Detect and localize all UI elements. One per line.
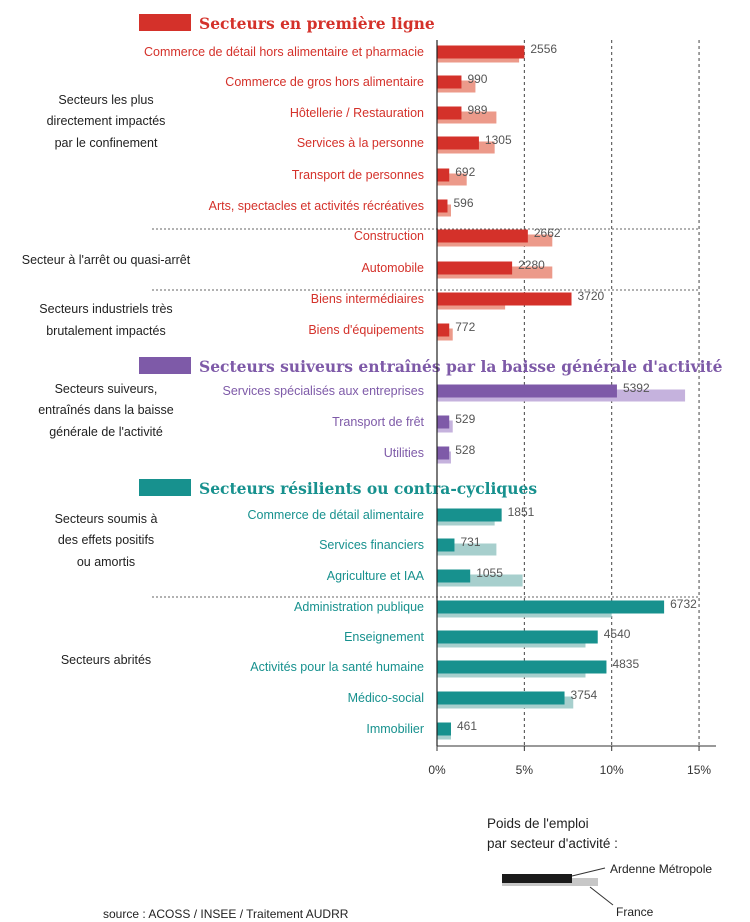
section-title: Secteurs en première ligne [199,14,435,33]
category-label: Services spécialisés aux entreprises [223,384,424,398]
group-label: brutalement impactés [46,324,166,338]
legend-swatch-ardenne [502,874,572,883]
bar-ardenne [437,136,479,150]
group-label: Secteur à l'arrêt ou quasi-arrêt [22,253,191,267]
category-label: Arts, spectacles et activités récréative… [209,199,424,213]
bar-ardenne [437,384,617,398]
bar-ardenne [437,569,471,583]
legend-item-ardenne: Ardenne Métropole [610,862,712,876]
group-label: Secteurs soumis à [55,512,158,526]
source-note: source : ACOSS / INSEE / Traitement AUDR… [103,907,349,921]
value-label: 990 [467,72,487,86]
category-label: Construction [354,229,424,243]
value-label: 3754 [571,688,598,702]
category-label: Services financiers [319,538,424,552]
group-label: des effets positifs [58,533,154,547]
category-label: Enseignement [344,630,424,644]
value-label: 461 [457,719,477,733]
category-label: Services à la personne [297,136,424,150]
value-label: 528 [455,443,475,457]
x-tick-label: 0% [428,763,446,777]
section-color-swatch [139,14,191,31]
x-tick-label: 5% [516,763,534,777]
value-label: 731 [460,535,480,549]
bar-ardenne [437,415,450,429]
bar-ardenne [437,45,525,59]
value-label: 692 [455,165,475,179]
category-label: Commerce de détail alimentaire [248,508,425,522]
section-title: Secteurs suiveurs entraînés par la baiss… [199,357,723,376]
bar-ardenne [437,168,450,182]
section-color-swatch [139,357,191,374]
category-label: Transport de personnes [292,168,424,182]
category-label: Administration publique [294,600,424,614]
group-label: ou amortis [77,555,135,569]
category-label: Automobile [361,261,424,275]
category-label: Immobilier [366,722,424,736]
bar-ardenne [437,600,665,614]
bar-ardenne [437,446,450,460]
value-label: 4540 [604,627,631,641]
category-label: Biens d'équipements [308,323,424,337]
group-label: Secteurs les plus [58,93,153,107]
legend-leader [589,886,614,906]
category-label: Transport de frêt [332,415,424,429]
category-label: Agriculture et IAA [327,569,425,583]
x-tick-label: 10% [600,763,624,777]
x-tick-label: 15% [687,763,711,777]
bar-ardenne [437,199,448,213]
value-label: 1305 [485,133,512,147]
legend-title-line: Poids de l'emploi [487,816,589,831]
bar-ardenne [437,660,607,674]
value-label: 3720 [578,289,605,303]
value-label: 989 [467,103,487,117]
bar-ardenne [437,75,462,89]
bar-ardenne [437,538,455,552]
category-label: Médico-social [348,691,424,705]
group-label: Secteurs suiveurs, [55,382,158,396]
legend-leader [571,867,606,877]
legend-title-line: par secteur d'activité : [487,836,618,851]
value-label: 2280 [518,258,545,272]
bar-ardenne [437,229,528,243]
bar-ardenne [437,508,502,522]
value-label: 4835 [612,657,639,671]
group-label: générale de l'activité [49,425,163,439]
value-label: 529 [455,412,475,426]
bar-ardenne [437,106,462,120]
group-label: Secteurs abrités [61,653,151,667]
bar-ardenne [437,630,598,644]
value-label: 2662 [534,226,561,240]
value-label: 5392 [623,381,650,395]
category-label: Utilities [384,446,424,460]
value-label: 1055 [476,566,503,580]
group-label: par le confinement [55,136,158,150]
category-label: Commerce de détail hors alimentaire et p… [144,45,424,59]
bar-ardenne [437,292,572,306]
group-label: Secteurs industriels très [39,302,172,316]
group-label: entraînés dans la baisse [38,403,174,417]
value-label: 2556 [530,42,557,56]
section-title: Secteurs résilients ou contra-cycliques [199,479,537,498]
category-label: Hôtellerie / Restauration [290,106,424,120]
bar-ardenne [437,323,450,337]
value-label: 1851 [508,505,535,519]
group-label: directement impactés [47,114,166,128]
category-label: Activités pour la santé humaine [250,660,424,674]
category-label: Commerce de gros hors alimentaire [225,75,424,89]
bar-ardenne [437,722,451,736]
section-color-swatch [139,479,191,496]
value-label: 6732 [670,597,697,611]
value-label: 596 [453,196,473,210]
legend-item-france: France [616,905,654,919]
value-label: 772 [455,320,475,334]
category-label: Biens intermédiaires [311,292,424,306]
bar-ardenne [437,691,565,705]
bar-ardenne [437,261,513,275]
